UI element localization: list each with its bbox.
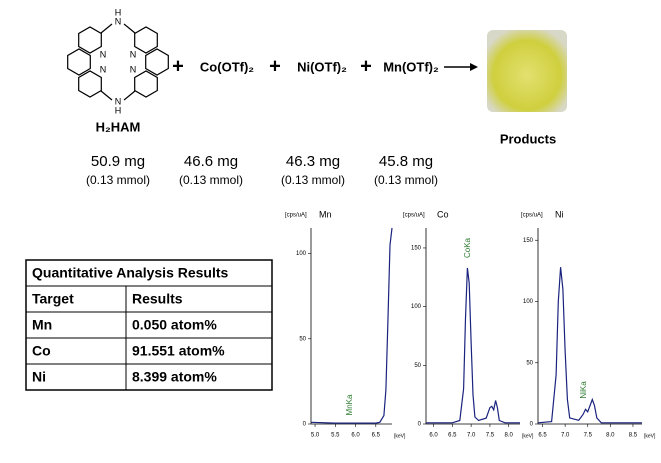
arrow-head <box>470 63 478 71</box>
plus: + <box>172 55 184 77</box>
peak-annotation: NiKa <box>579 381 588 399</box>
y-tick-label: 0 <box>530 422 534 428</box>
x-tick-label: 7.0 <box>561 433 570 439</box>
ligand-name: H₂HAM <box>96 119 141 134</box>
table-header: Target <box>32 291 74 307</box>
peak-annotation: CoKa <box>463 237 472 258</box>
peak-annotation: MnKa <box>345 394 354 415</box>
bond <box>100 90 113 101</box>
atom-label: H <box>115 7 122 17</box>
x-tick-label: 5.5 <box>331 433 340 439</box>
bond <box>123 23 136 34</box>
table-border <box>25 259 273 391</box>
moles: (0.13 mmol) <box>86 173 150 187</box>
bond <box>100 23 113 34</box>
atom-label: N <box>115 96 122 106</box>
table-cell: 8.399 atom% <box>132 369 217 385</box>
y-axis-label: [cps/uA] <box>285 213 307 219</box>
y-tick-label: 0 <box>303 422 307 428</box>
atom-label: N <box>115 16 122 26</box>
x-tick-label: 6.0 <box>429 433 438 439</box>
y-tick-label: 150 <box>523 238 534 244</box>
table-title: Quantitative Analysis Results <box>32 265 229 281</box>
atom-label: N <box>130 64 137 74</box>
table-cell: 0.050 atom% <box>132 317 217 333</box>
chart-title: Mn <box>319 209 332 219</box>
bond <box>123 90 136 101</box>
table-cell: Mn <box>32 317 52 333</box>
ring <box>78 26 102 54</box>
ring <box>67 48 91 76</box>
y-tick-label: 100 <box>523 299 534 305</box>
x-tick-label: 7.0 <box>467 433 476 439</box>
x-tick-label: 8.0 <box>505 433 514 439</box>
results-table: Quantitative Analysis Results Target Resul… <box>25 259 273 391</box>
x-tick-label: 6.5 <box>448 433 457 439</box>
y-tick-label: 50 <box>299 336 306 342</box>
atom-label: H <box>115 105 122 115</box>
x-tick-label: 6.0 <box>351 433 360 439</box>
spectrum-line <box>310 227 393 424</box>
ring <box>78 70 102 98</box>
chart-title: Co <box>437 209 449 219</box>
moles: (0.13 mmol) <box>374 173 438 187</box>
x-tick-label: 7.5 <box>486 433 495 439</box>
spectrum-line <box>426 267 520 424</box>
amounts: 50.9 mg (0.13 mmol) 46.6 mg (0.13 mmol) 46.3… <box>86 153 438 187</box>
spectrum-line <box>537 267 642 424</box>
table-header: Results <box>132 291 183 307</box>
atom-label: N <box>100 64 107 74</box>
x-axis-label: [keV] <box>522 433 534 439</box>
mass: 45.8 mg <box>379 153 433 170</box>
y-tick-label: 100 <box>411 304 422 310</box>
x-tick-label: 8.0 <box>606 433 615 439</box>
y-tick-label: 150 <box>411 246 422 252</box>
plus: + <box>269 55 281 77</box>
x-tick-label: 5.0 <box>311 433 320 439</box>
ring <box>145 48 169 76</box>
x-tick-label: 6.5 <box>538 433 547 439</box>
chart-title: Ni <box>555 209 564 219</box>
x-axis-label: [keV] <box>394 433 406 439</box>
reagent: Ni(OTf)₂ <box>297 59 347 74</box>
product-label: Products <box>500 131 556 146</box>
spectra: [cps/uA] Mn 0 50 100 5.0 5.5 6.0 6.5 [keV] MnKa [cp… <box>285 209 656 439</box>
table-cell: Ni <box>32 369 46 385</box>
reagent: Co(OTf)₂ <box>200 59 254 74</box>
y-axis-label: [cps/uA] <box>521 213 543 219</box>
y-tick-label: 0 <box>418 422 422 428</box>
y-tick-label: 100 <box>296 251 307 257</box>
reagent: Mn(OTf)₂ <box>383 59 439 74</box>
ring <box>134 70 158 98</box>
y-tick-label: 50 <box>526 360 533 366</box>
table-cell: 91.551 atom% <box>132 343 225 359</box>
moles: (0.13 mmol) <box>281 173 345 187</box>
moles: (0.13 mmol) <box>179 173 243 187</box>
product-photo <box>487 30 567 112</box>
mass: 50.9 mg <box>91 153 145 170</box>
atom-label: N <box>100 49 107 59</box>
mass: 46.3 mg <box>286 153 340 170</box>
y-tick-label: 50 <box>414 363 421 369</box>
x-axis-label: [keV] <box>644 433 656 439</box>
table-cell: Co <box>32 343 51 359</box>
mass: 46.6 mg <box>184 153 238 170</box>
ring <box>134 26 158 54</box>
plus: + <box>360 55 372 77</box>
x-tick-label: 7.5 <box>584 433 593 439</box>
x-tick-label: 6.5 <box>372 433 381 439</box>
y-axis-label: [cps/uA] <box>403 213 425 219</box>
atom-label: N <box>130 49 137 59</box>
x-tick-label: 8.5 <box>629 433 638 439</box>
